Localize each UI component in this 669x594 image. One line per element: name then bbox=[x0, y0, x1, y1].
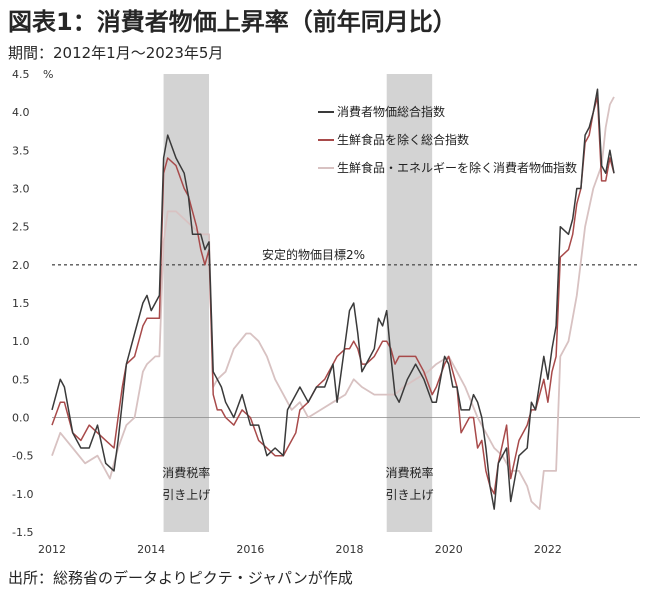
y-tick-label: 4.5 bbox=[12, 68, 30, 81]
y-tick-label: 1.0 bbox=[12, 335, 30, 348]
y-tick-label: 0.5 bbox=[12, 373, 30, 386]
shaded-period-2 bbox=[386, 74, 433, 532]
legend-label-3: 生鮮食品・エネルギーを除く消費者物価指数 bbox=[337, 160, 577, 175]
x-tick-label: 2018 bbox=[336, 543, 364, 556]
y-tick-label: 2.0 bbox=[12, 259, 30, 272]
shaded-label-line1: 消費税率 bbox=[162, 465, 210, 480]
shaded-label-line1: 消費税率 bbox=[385, 465, 433, 480]
series-line-3 bbox=[51, 96, 615, 510]
legend-label-2: 生鮮食品を除く総合指数 bbox=[337, 132, 469, 147]
chart-subtitle: 期間：2012年1月～2023年5月 bbox=[8, 44, 224, 62]
y-tick-label: -1.0 bbox=[12, 488, 33, 501]
shaded-label-line2: 引き上げ bbox=[162, 488, 210, 502]
y-tick-label: 4.0 bbox=[12, 106, 30, 119]
y-tick-label: -0.5 bbox=[12, 450, 33, 463]
y-tick-label: 0.0 bbox=[12, 412, 30, 425]
shaded-label-line2: 引き上げ bbox=[385, 488, 433, 502]
y-unit-label: % bbox=[43, 68, 53, 81]
series-line-2 bbox=[51, 96, 615, 495]
y-tick-label: 3.0 bbox=[12, 183, 30, 196]
x-tick-label: 2022 bbox=[534, 543, 562, 556]
legend-label-1: 消費者物価総合指数 bbox=[337, 104, 445, 119]
target-reference-label: 安定的物価目標2% bbox=[262, 247, 365, 262]
x-tick-label: 2014 bbox=[137, 543, 165, 556]
y-tick-label: -1.5 bbox=[12, 526, 33, 539]
series-line-1 bbox=[51, 88, 615, 510]
chart-title: 図表1：消費者物価上昇率（前年同月比） bbox=[8, 8, 457, 36]
shaded-period-1 bbox=[163, 74, 210, 532]
x-tick-label: 2020 bbox=[435, 543, 463, 556]
x-tick-label: 2012 bbox=[38, 543, 66, 556]
y-tick-label: 2.5 bbox=[12, 221, 30, 234]
x-tick-label: 2016 bbox=[236, 543, 264, 556]
y-tick-label: 3.5 bbox=[12, 144, 30, 157]
chart-source: 出所：総務省のデータよりピクテ・ジャパンが作成 bbox=[8, 569, 353, 587]
y-tick-label: 1.5 bbox=[12, 297, 30, 310]
